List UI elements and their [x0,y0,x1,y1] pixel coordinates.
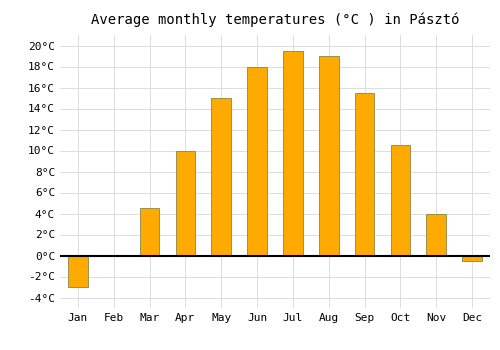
Title: Average monthly temperatures (°C ) in Pásztó: Average monthly temperatures (°C ) in Pá… [91,12,459,27]
Bar [176,150,196,256]
Bar [426,214,446,256]
Bar [140,208,160,256]
Bar [462,256,482,261]
Bar [319,56,338,255]
Bar [390,145,410,256]
Bar [247,66,267,256]
Bar [212,98,231,256]
Bar [354,93,374,256]
Bar [68,256,88,287]
Bar [283,51,303,256]
